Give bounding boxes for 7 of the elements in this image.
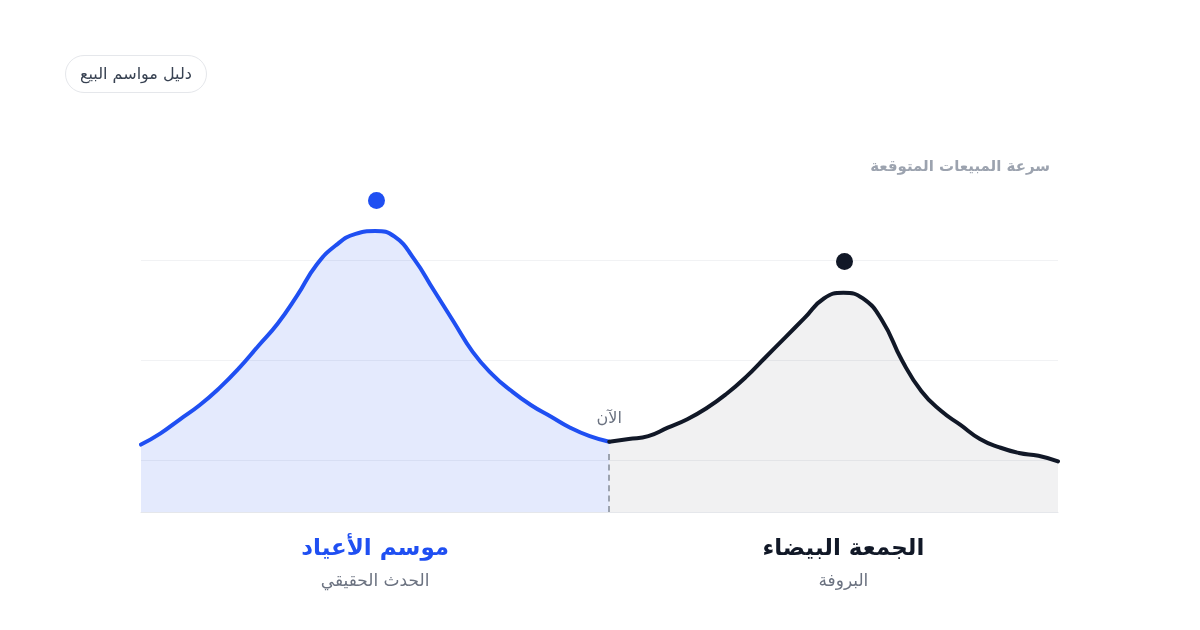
y-axis-title: سرعة المبيعات المتوقعة xyxy=(870,157,1050,175)
text: الحدث الحقيقي xyxy=(320,569,430,591)
annotation: الآن xyxy=(596,408,622,428)
chart-title: دليل مواسم البيع xyxy=(65,55,207,93)
text: البروفة xyxy=(818,569,869,591)
series-label: الجمعة البيضاء xyxy=(762,534,925,562)
series-label: موسم الأعياد xyxy=(301,534,450,562)
